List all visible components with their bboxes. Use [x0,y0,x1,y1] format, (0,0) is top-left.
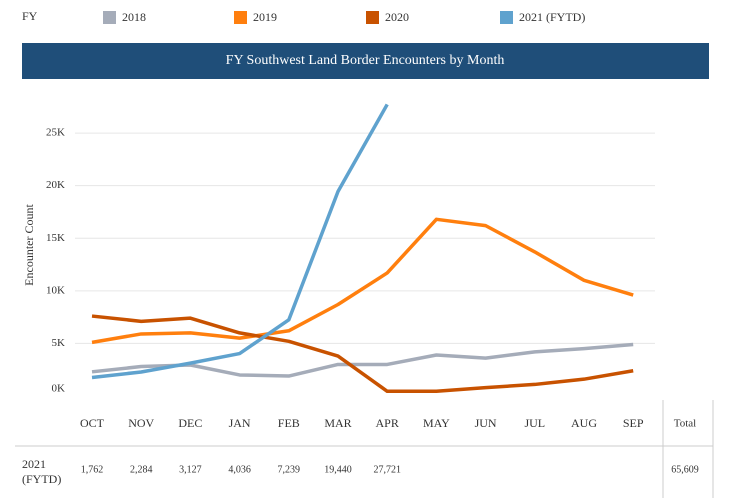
title-bar [22,43,709,79]
table-total: 65,609 [671,464,699,475]
table-value: 2,284 [130,464,153,475]
x-tick-label: MAY [423,416,450,430]
legend-swatch [103,11,116,24]
table-value: 3,127 [179,464,202,475]
x-tick-label: FEB [278,416,300,430]
x-tick-label: SEP [623,416,644,430]
x-tick-label: OCT [80,416,105,430]
x-tick-label: JUN [475,416,497,430]
line [91,342,634,378]
y-tick-label: 25K [46,127,65,139]
x-tick-label: MAR [324,416,351,430]
x-tick-label: NOV [128,416,154,430]
row-label: 2021 [22,457,46,471]
y-tick-label: 5K [52,337,66,349]
legend-title: FY [22,9,38,23]
legend-swatch [500,11,513,24]
y-tick-label: 20K [46,179,65,191]
table-header: Total [674,418,696,430]
y-axis-label: Encounter Count [22,204,36,286]
row-label: (FYTD) [22,472,61,486]
table-value: 4,036 [228,464,251,475]
table-value: 19,440 [324,464,352,475]
x-tick-label: AUG [571,416,597,430]
x-tick-label: APR [376,416,399,430]
x-tick-label: JAN [229,416,251,430]
legend-label: 2018 [122,10,146,24]
y-tick-label: 0K [52,383,66,395]
table-value: 27,721 [373,464,401,475]
legend-label: 2020 [385,10,409,24]
x-tick-label: JUL [524,416,545,430]
legend-swatch [366,11,379,24]
y-tick-label: 15K [46,232,65,244]
table-value: 1,762 [81,464,104,475]
line [91,217,634,345]
legend-label: 2021 (FYTD) [519,10,585,24]
chart-title: FY Southwest Land Border Encounters by M… [226,53,505,68]
table-value: 7,239 [278,464,301,475]
line [91,314,634,394]
legend-swatch [234,11,247,24]
legend-label: 2019 [253,10,277,24]
y-tick-label: 10K [46,284,65,296]
x-tick-label: DEC [178,416,202,430]
line [91,103,389,380]
